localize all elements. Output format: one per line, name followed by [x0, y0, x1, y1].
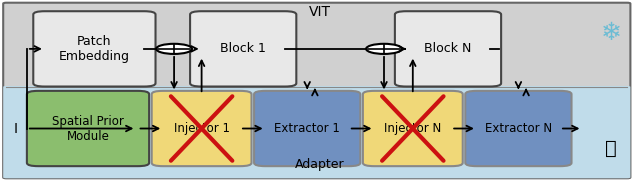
FancyBboxPatch shape [465, 91, 572, 166]
Circle shape [366, 44, 402, 54]
Text: Spatial Prior
Module: Spatial Prior Module [52, 115, 124, 142]
FancyBboxPatch shape [3, 3, 630, 178]
Text: Patch
Embedding: Patch Embedding [59, 35, 130, 63]
Text: Injector 1: Injector 1 [173, 122, 230, 135]
FancyBboxPatch shape [363, 91, 463, 166]
Circle shape [156, 44, 192, 54]
Text: ❄: ❄ [601, 21, 621, 45]
Text: VIT: VIT [309, 5, 331, 19]
FancyBboxPatch shape [152, 91, 252, 166]
Text: Extractor N: Extractor N [485, 122, 552, 135]
Text: 🔥: 🔥 [605, 139, 617, 158]
FancyBboxPatch shape [3, 86, 630, 178]
Text: Adapter: Adapter [295, 158, 345, 171]
Text: Extractor 1: Extractor 1 [275, 122, 340, 135]
Text: Block 1: Block 1 [220, 42, 266, 55]
FancyBboxPatch shape [27, 91, 149, 166]
FancyBboxPatch shape [33, 11, 156, 87]
Text: I: I [14, 121, 18, 136]
Text: Block N: Block N [424, 42, 472, 55]
FancyBboxPatch shape [190, 11, 296, 87]
FancyBboxPatch shape [395, 11, 501, 87]
FancyBboxPatch shape [254, 91, 360, 166]
Text: Injector N: Injector N [384, 122, 442, 135]
